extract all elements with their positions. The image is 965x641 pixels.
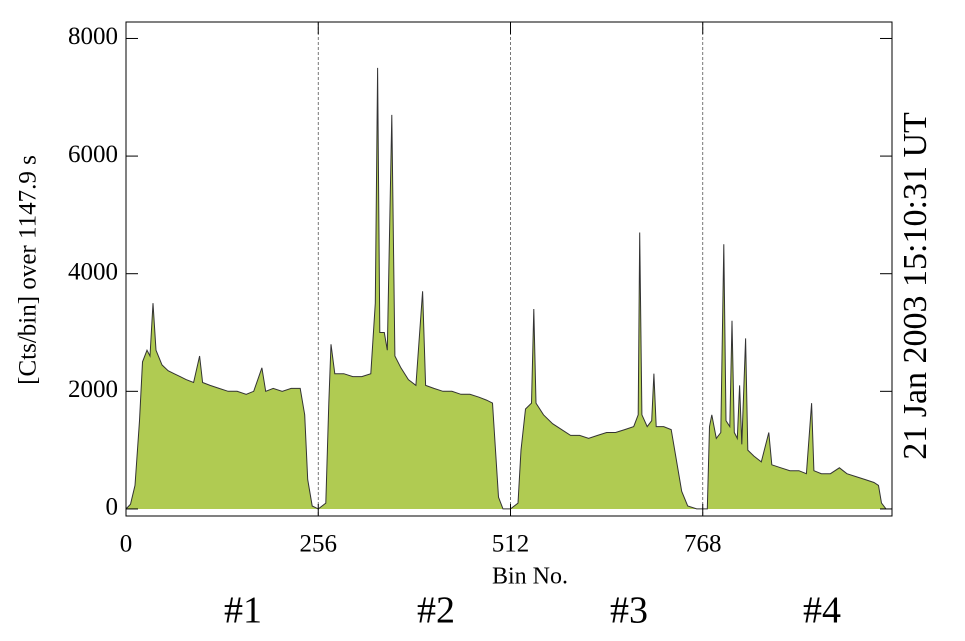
y-axis-label: [Cts/bin] over 1147.9 s	[15, 155, 42, 385]
y-tick-label: 8000	[68, 23, 118, 50]
area-fill	[126, 67, 886, 509]
side-label: 21 Jan 2003 15:10:31 UT	[897, 112, 934, 460]
y-tick-label: 0	[106, 494, 119, 521]
y-tick-label: 4000	[68, 258, 118, 285]
segment-label: #4	[803, 590, 841, 632]
segment-label: #3	[610, 590, 648, 632]
area-line	[125, 67, 887, 510]
x-tick-label: 0	[120, 531, 133, 558]
x-axis-label: Bin No.	[492, 564, 568, 590]
plot-frame	[125, 21, 893, 517]
x-tick-label: 512	[492, 531, 530, 558]
plot-area	[125, 67, 887, 510]
x-tick-label: 256	[300, 531, 338, 558]
x-tick-label: 768	[684, 531, 722, 558]
y-tick-label: 6000	[68, 141, 118, 168]
segment-label: #2	[417, 590, 455, 632]
y-tick-label: 2000	[68, 376, 118, 403]
segment-label: #1	[224, 590, 262, 632]
